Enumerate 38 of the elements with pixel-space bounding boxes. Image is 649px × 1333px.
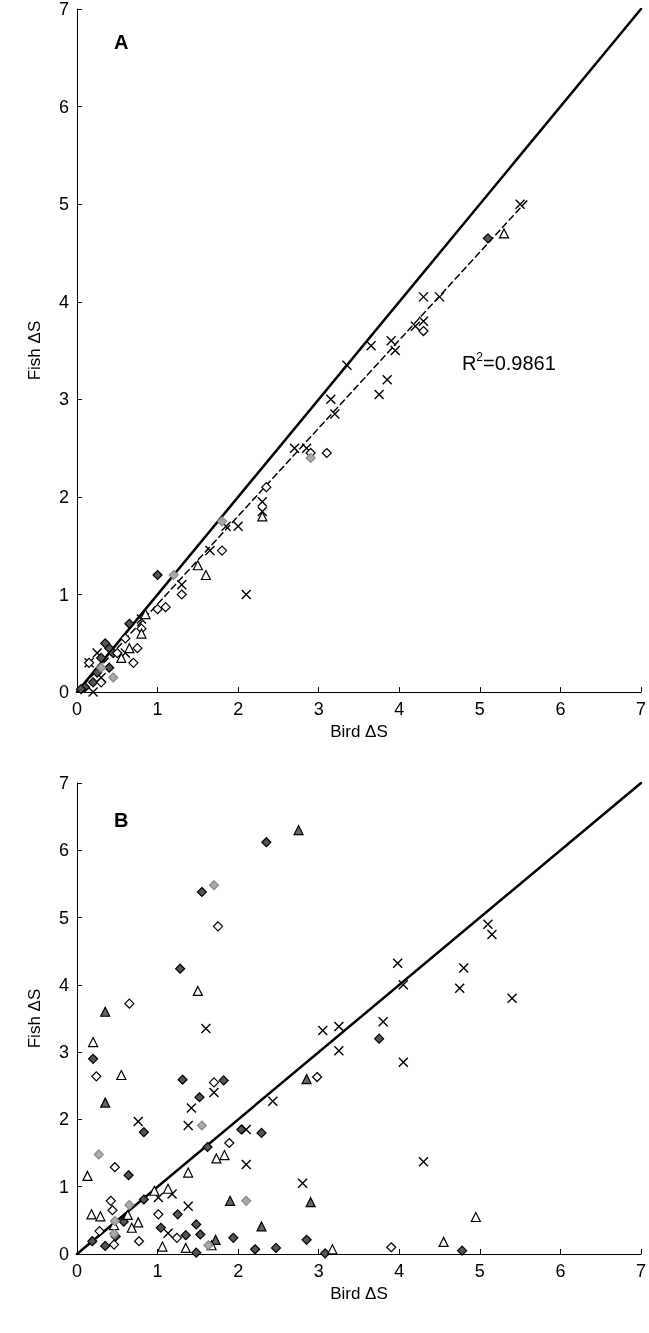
y-tick-label: 7 xyxy=(58,0,69,19)
y-tick-label: 6 xyxy=(58,840,69,861)
y-tick-label: 4 xyxy=(58,291,69,312)
text: A xyxy=(114,31,129,53)
x-axis-title: Bird ΔS xyxy=(330,1283,388,1303)
x-tick-label: 7 xyxy=(635,1261,646,1281)
y-tick-label: 7 xyxy=(58,773,69,793)
x-tick-label: 4 xyxy=(394,699,405,720)
y-tick-label: 1 xyxy=(58,584,69,605)
y-tick-label: 0 xyxy=(58,1244,69,1264)
x-tick-label: 3 xyxy=(313,699,324,720)
y-tick-label: 5 xyxy=(58,194,69,215)
x-tick-label: 5 xyxy=(474,1261,485,1281)
y-tick-label: 3 xyxy=(58,389,69,410)
x-tick-label: 4 xyxy=(394,1261,405,1281)
x-tick-label: 2 xyxy=(233,1261,244,1281)
x-tick-label: 5 xyxy=(474,699,485,720)
x-tick-label: 0 xyxy=(71,699,83,720)
text: B xyxy=(114,809,129,831)
y-tick-label: 3 xyxy=(58,1042,69,1063)
y-tick-label: 0 xyxy=(58,682,69,703)
x-tick-label: 1 xyxy=(152,1261,163,1281)
y-axis-title: Fish ΔS xyxy=(25,320,44,381)
x-tick-label: 6 xyxy=(555,1261,566,1281)
y-tick-label: 2 xyxy=(58,486,69,507)
y-tick-label: 6 xyxy=(58,96,69,117)
x-tick-label: 6 xyxy=(555,699,566,720)
y-tick-label: 5 xyxy=(58,907,69,928)
y-tick-label: 4 xyxy=(58,974,69,995)
y-tick-label: 1 xyxy=(58,1176,69,1197)
x-tick-label: 3 xyxy=(313,1261,324,1281)
x-axis-title: Bird ΔS xyxy=(330,722,388,741)
y-axis-title: Fish ΔS xyxy=(25,988,44,1049)
x-tick-label: 2 xyxy=(233,699,244,720)
x-tick-label: 0 xyxy=(71,1261,83,1281)
x-tick-label: 1 xyxy=(152,699,163,720)
x-tick-label: 7 xyxy=(635,699,646,720)
y-tick-label: 2 xyxy=(58,1109,69,1130)
